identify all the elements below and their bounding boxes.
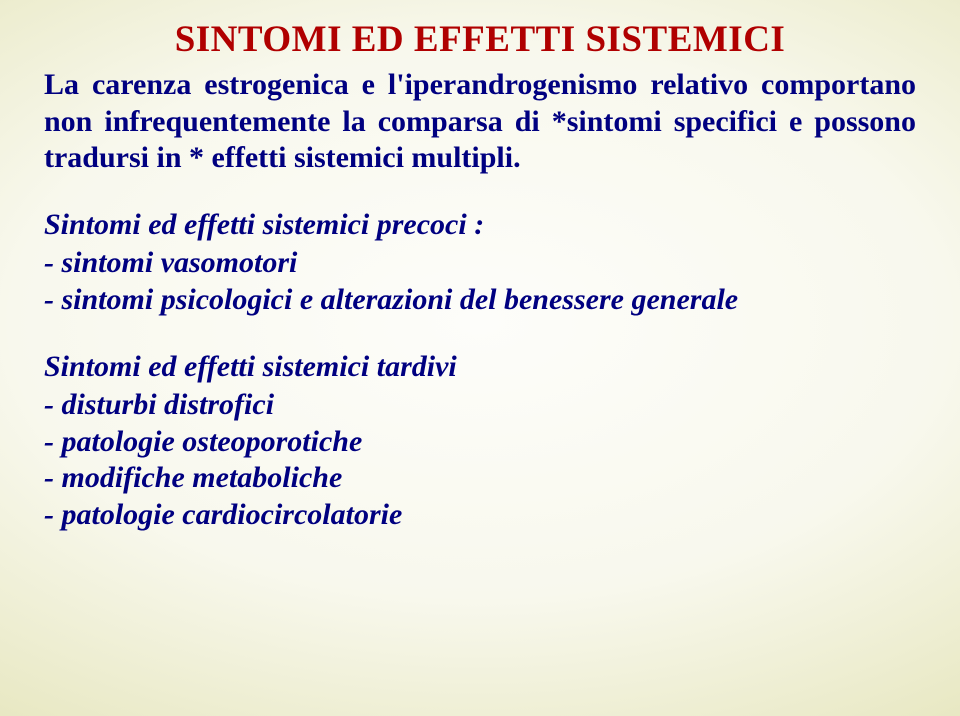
list-item: - sintomi vasomotori: [44, 245, 916, 282]
list-item: - modifiche metaboliche: [44, 460, 916, 497]
list-item: - sintomi psicologici e alterazioni del …: [44, 282, 916, 319]
late-symptoms-group: Sintomi ed effetti sistemici tardivi - d…: [44, 349, 916, 534]
list-item: - patologie cardiocircolatorie: [44, 497, 916, 534]
late-heading: Sintomi ed effetti sistemici tardivi: [44, 349, 916, 386]
slide: SINTOMI ED EFFETTI SISTEMICI La carenza …: [0, 0, 960, 716]
list-item: - disturbi distrofici: [44, 387, 916, 424]
list-item: - patologie osteoporotiche: [44, 424, 916, 461]
intro-paragraph: La carenza estrogenica e l'iperandrogeni…: [44, 67, 916, 177]
early-heading: Sintomi ed effetti sistemici precoci :: [44, 207, 916, 244]
early-symptoms-group: Sintomi ed effetti sistemici precoci : -…: [44, 207, 916, 319]
slide-title: SINTOMI ED EFFETTI SISTEMICI: [44, 18, 916, 61]
